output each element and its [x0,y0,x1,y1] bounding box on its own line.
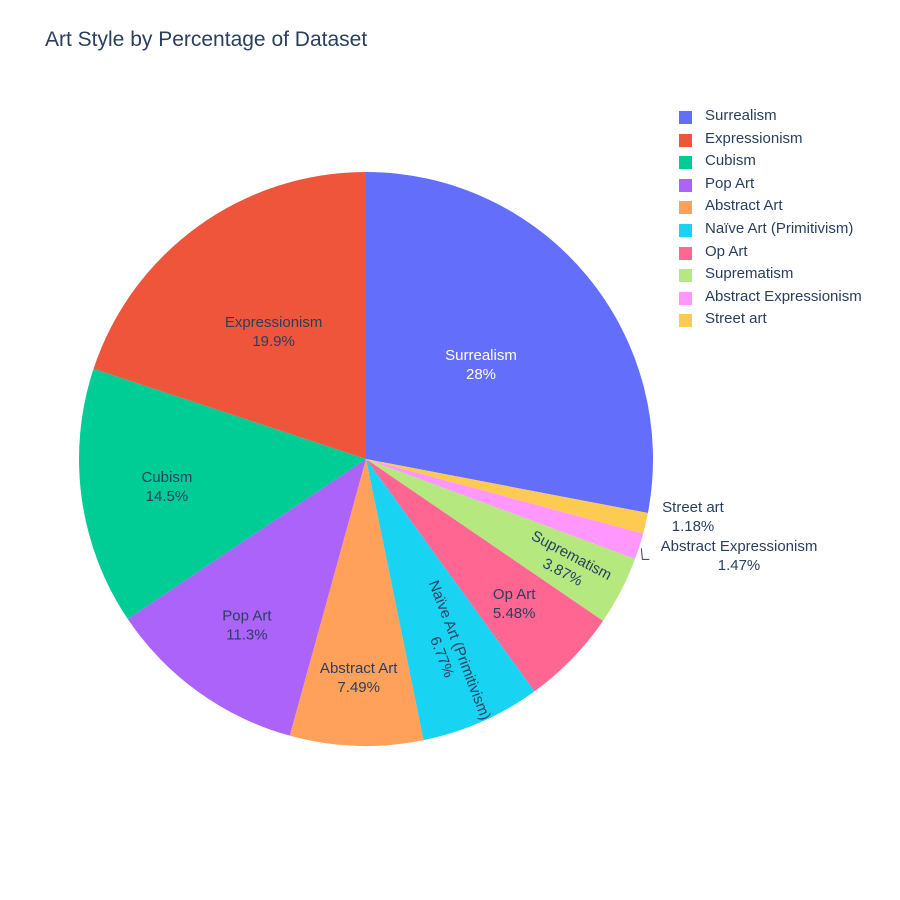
slice-label-name: Abstract Expressionism [661,538,818,555]
pie-slice-na-ve-art-primitivism [366,459,535,741]
pie-slice-expressionism [93,172,366,459]
legend-swatch [679,314,692,328]
slice-label-street-art: Street art 1.18% [662,499,725,535]
legend-swatch [679,291,692,305]
slice-label-name: Pop Art [222,607,272,624]
legend-swatch [679,111,692,124]
slice-label-percent: 19.9% [252,333,295,350]
slice-label-percent: 1.18% [672,518,715,535]
legend-swatch [679,133,692,147]
legend-swatch [679,246,692,260]
pie-slice-op-art [366,459,604,692]
legend-label: Street art [705,310,767,328]
pie-slice-street-art [366,459,648,534]
legend-label: Naïve Art (Primitivism) [705,219,854,237]
slice-label-percent: 1.47% [718,557,761,574]
slice-label-percent: 28% [466,366,496,383]
slice-label-abstract-expressionism: Abstract Expressionism 1.47% [661,538,818,574]
slice-label-percent: 7.49% [337,679,380,696]
slice-label-surrealism: Surrealism 28% [445,347,517,383]
legend-label: Expressionism [705,129,803,147]
slice-label-expressionism: Expressionism 19.9% [225,314,323,350]
pie-slices [78,172,654,747]
slice-label-name: Street art [662,499,725,516]
pie-slice-suprematism [366,459,636,621]
pie-slice-abstract-expressionism [366,459,644,559]
legend-swatch [679,156,692,170]
legend-label: Abstract Expressionism [705,287,862,305]
legend-swatch [679,178,692,192]
legend-label: Cubism [705,152,756,170]
legend-swatch [679,223,692,237]
legend-swatch [679,269,692,283]
legend-label: Suprematism [705,265,794,283]
legend-swatch [679,201,692,215]
legend-label: Abstract Art [705,197,783,215]
slice-label-name: Abstract Art [320,660,398,677]
slice-label-percent: 14.5% [146,488,189,505]
slice-label-name: Expressionism [225,314,323,331]
legend-label: Op Art [705,242,748,260]
slice-label-cubism: Cubism 14.5% [141,469,192,505]
slice-label-op-art: Op Art 5.48% [493,586,536,622]
slice-label-abstract-art: Abstract Art 7.49% [320,660,398,696]
pie-slice-pop-art [127,459,366,736]
pie-slice-cubism [78,368,366,620]
chart-title: Art Style by Percentage of Dataset [45,28,368,51]
slice-label-percent: 5.48% [493,605,536,622]
legend-label: Pop Art [705,174,755,192]
slice-label-percent: 11.3% [226,626,267,643]
slice-label-name: Surrealism [445,347,517,364]
leader-line-abstract-expressionism [640,548,650,560]
pie-slice-surrealism [366,172,654,513]
slice-label-name: Cubism [141,469,192,486]
slice-label-pop-art: Pop Art 11.3% [222,607,272,643]
pie-slice-abstract-art [289,459,424,747]
slice-label-name: Op Art [493,586,536,603]
legend-label: Surrealism [705,107,777,124]
